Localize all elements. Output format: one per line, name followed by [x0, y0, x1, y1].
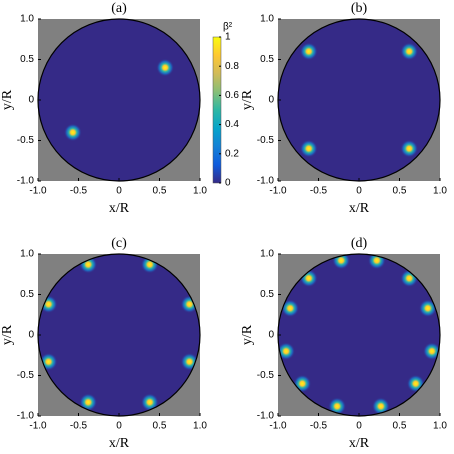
- x-tick-label: 0: [116, 186, 122, 197]
- y-tick-label: -0.5: [257, 135, 275, 146]
- disk: [38, 254, 200, 416]
- x-tick-label: -1.0: [29, 421, 47, 432]
- spot: [328, 397, 347, 416]
- spot: [371, 397, 390, 416]
- x-axis-label: x/R: [109, 436, 130, 451]
- y-tick-label: 0: [28, 330, 34, 341]
- panel: -1.0 -0.5 0 0.5 1.0 -1.0 -0.5 0 0.5 1.0 (c) x/R y/R: [0, 236, 207, 451]
- colorbar-tick-label: 0.6: [225, 90, 239, 101]
- y-tick-label: -1.0: [17, 411, 35, 422]
- y-tick-label: 0.5: [260, 289, 274, 300]
- x-tick-label: -0.5: [310, 186, 328, 197]
- y-tick-label: -0.5: [17, 135, 35, 146]
- spot: [278, 342, 296, 361]
- panel: -1.0 -0.5 0 0.5 1.0 -1.0 -0.5 0 0.5 1.0 (d) x/R y/R: [240, 236, 447, 451]
- x-tick-label: 1.0: [433, 421, 447, 432]
- x-tick-label: 0: [356, 186, 362, 197]
- spot: [79, 393, 98, 412]
- x-tick-label: -1.0: [269, 421, 287, 432]
- disk: [38, 19, 200, 181]
- y-axis-label: y/R: [0, 89, 15, 110]
- spot: [156, 58, 175, 77]
- y-tick-label: 0: [28, 95, 34, 106]
- panel-title: (a): [111, 1, 127, 16]
- colorbar-tick-label: 1: [225, 32, 231, 43]
- disk: [278, 254, 440, 416]
- colorbar-tick-label: 0.8: [225, 61, 239, 72]
- x-axis-label: x/R: [109, 201, 130, 216]
- spots: [299, 42, 419, 158]
- x-tick-label: 0.5: [153, 421, 167, 432]
- y-axis-label: y/R: [240, 89, 255, 110]
- spot: [299, 42, 318, 61]
- panel: -1.0 -0.5 0 0.5 1.0 -1.0 -0.5 0 0.5 1.0 (b) x/R y/R: [240, 1, 447, 216]
- colorbar-tick-label: 0.2: [225, 148, 239, 159]
- x-tick-label: -1.0: [29, 186, 47, 197]
- colorbar: [212, 36, 222, 184]
- y-tick-label: 0.5: [260, 54, 274, 65]
- x-tick-label: 0: [116, 421, 122, 432]
- colorbar-label: β²: [223, 22, 233, 33]
- x-axis-label: x/R: [349, 436, 370, 451]
- x-tick-label: 0.5: [393, 421, 407, 432]
- x-tick-label: 1.0: [193, 186, 207, 197]
- x-tick-label: 0.5: [153, 186, 167, 197]
- x-tick-label: -0.5: [70, 421, 88, 432]
- y-tick-label: -1.0: [257, 176, 275, 187]
- y-tick-label: 0.5: [20, 54, 34, 65]
- y-tick-label: -0.5: [17, 370, 35, 381]
- x-tick-label: -0.5: [310, 421, 328, 432]
- colorbar-tick-label: 0.4: [225, 119, 239, 130]
- spot: [418, 299, 437, 318]
- y-tick-label: 1.0: [20, 14, 34, 25]
- y-axis-label: y/R: [240, 324, 255, 345]
- spot: [400, 42, 419, 61]
- spot: [63, 123, 82, 142]
- disk: [278, 19, 440, 181]
- x-tick-label: 0: [356, 421, 362, 432]
- spot: [400, 139, 419, 158]
- x-tick-label: 1.0: [193, 421, 207, 432]
- spot: [140, 393, 159, 412]
- y-tick-label: 1.0: [260, 249, 274, 260]
- x-tick-label: -0.5: [70, 186, 88, 197]
- y-tick-label: 0: [268, 330, 274, 341]
- spot: [281, 299, 300, 318]
- spot: [422, 342, 440, 361]
- spots: [63, 58, 175, 142]
- x-tick-label: 0.5: [393, 186, 407, 197]
- panel: -1.0 -0.5 0 0.5 1.0 -1.0 -0.5 0 0.5 1.0 (a) x/R y/R 0…: [0, 1, 239, 216]
- y-axis-label: y/R: [0, 324, 15, 345]
- y-tick-label: 1.0: [20, 249, 34, 260]
- y-tick-label: -1.0: [17, 176, 35, 187]
- spot: [299, 139, 318, 158]
- colorbar-tick-label: 0: [225, 178, 231, 189]
- y-tick-label: 0.5: [20, 289, 34, 300]
- panel-title: (b): [351, 1, 368, 16]
- x-axis-label: x/R: [349, 201, 370, 216]
- y-tick-label: -0.5: [257, 370, 275, 381]
- y-tick-label: 1.0: [260, 14, 274, 25]
- y-tick-label: 0: [268, 95, 274, 106]
- y-tick-label: -1.0: [257, 411, 275, 422]
- x-tick-label: -1.0: [269, 186, 287, 197]
- x-tick-label: 1.0: [433, 186, 447, 197]
- panel-title: (d): [351, 236, 368, 251]
- panel-title: (c): [111, 236, 127, 251]
